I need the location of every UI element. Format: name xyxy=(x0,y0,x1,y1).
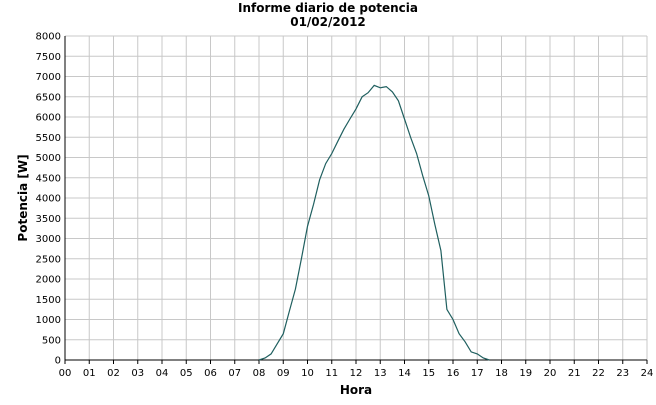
y-tick-label: 1000 xyxy=(36,315,61,326)
x-tick-label: 17 xyxy=(471,368,484,379)
x-tick-label: 09 xyxy=(277,368,290,379)
x-tick-label: 18 xyxy=(495,368,508,379)
y-tick-label: 5500 xyxy=(36,133,61,144)
x-tick-label: 12 xyxy=(350,368,363,379)
x-tick-label: 24 xyxy=(641,368,654,379)
x-tick-label: 04 xyxy=(156,368,169,379)
y-tick-label: 0 xyxy=(55,356,61,367)
x-tick-label: 02 xyxy=(107,368,120,379)
x-tick-label: 20 xyxy=(544,368,557,379)
y-tick-label: 7000 xyxy=(36,72,61,83)
chart-title: Informe diario de potencia xyxy=(238,1,418,15)
x-tick-label: 16 xyxy=(447,368,460,379)
x-tick-label: 06 xyxy=(204,368,217,379)
y-tick-label: 7500 xyxy=(36,52,61,63)
x-tick-label: 19 xyxy=(519,368,532,379)
y-tick-label: 2500 xyxy=(36,254,61,265)
x-tick-label: 03 xyxy=(131,368,144,379)
y-tick-label: 6500 xyxy=(36,92,61,103)
x-tick-label: 15 xyxy=(422,368,435,379)
x-axis-label: Hora xyxy=(340,383,372,397)
y-tick-label: 5000 xyxy=(36,153,61,164)
x-tick-label: 21 xyxy=(568,368,581,379)
x-tick-label: 10 xyxy=(301,368,314,379)
grid-lines xyxy=(64,35,648,361)
y-tick-label: 2000 xyxy=(36,275,61,286)
x-tick-label: 08 xyxy=(253,368,266,379)
x-tick-label: 14 xyxy=(398,368,411,379)
y-tick-label: 500 xyxy=(42,335,61,346)
y-tick-label: 3000 xyxy=(36,234,61,245)
x-tick-label: 07 xyxy=(228,368,241,379)
x-tick-label: 05 xyxy=(180,368,193,379)
y-tick-labels: 0 500 1000 1500 2000 2500 3000 3500 4000 4500 5000… xyxy=(36,32,61,367)
x-tick-label: 01 xyxy=(83,368,96,379)
y-tick-label: 4000 xyxy=(36,194,61,205)
x-tick-label: 13 xyxy=(374,368,387,379)
y-tick-label: 3500 xyxy=(36,214,61,225)
x-tick-labels: 00 01 02 03 04 05 06 07 08 09 10 11 12 13 14 15 16 17 18 19… xyxy=(59,368,654,379)
x-tick-label: 00 xyxy=(59,368,72,379)
x-tick-label: 23 xyxy=(616,368,629,379)
y-tick-label: 1500 xyxy=(36,295,61,306)
y-tick-label: 8000 xyxy=(36,32,61,43)
y-tick-label: 6000 xyxy=(36,113,61,124)
y-tick-label: 4500 xyxy=(36,173,61,184)
x-tick-label: 22 xyxy=(592,368,605,379)
y-axis-label: Potencia [W] xyxy=(16,154,30,241)
axes xyxy=(64,36,648,364)
x-tick-label: 11 xyxy=(325,368,338,379)
power-series-line xyxy=(258,84,490,361)
chart-subtitle: 01/02/2012 xyxy=(290,15,366,29)
